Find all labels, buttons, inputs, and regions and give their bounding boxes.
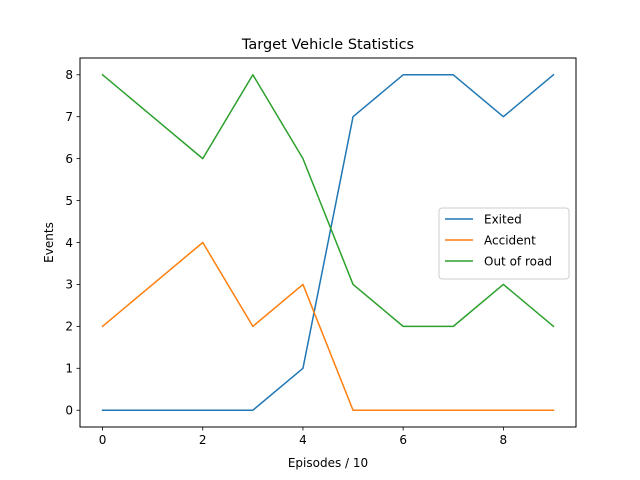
- legend-label-exited: Exited: [484, 212, 522, 226]
- y-tick-label: 5: [65, 194, 73, 208]
- x-axis-label: Episodes / 10: [288, 456, 368, 470]
- y-tick-label: 2: [65, 320, 73, 334]
- x-tick-label: 4: [299, 433, 307, 447]
- series-line-out-of-road: [101, 73, 555, 328]
- y-tick-label: 4: [65, 236, 73, 250]
- x-tick-label: 2: [199, 433, 207, 447]
- legend-label-accident: Accident: [484, 233, 536, 247]
- series-line-exited: [101, 73, 555, 411]
- chart-title: Target Vehicle Statistics: [241, 37, 414, 53]
- plot-lines: [101, 73, 555, 411]
- legend-label-out-of-road: Out of road: [484, 254, 552, 268]
- y-axis-ticks: 0 1 2 3 4 5 6 7 8: [65, 68, 80, 418]
- y-tick-label: 0: [65, 404, 73, 418]
- y-axis-label: Events: [42, 222, 56, 263]
- legend: Exited Accident Out of road: [438, 207, 570, 280]
- x-tick-label: 8: [500, 433, 508, 447]
- x-axis-ticks: 0 2 4 6 8: [99, 427, 507, 447]
- series-line-accident: [101, 241, 555, 411]
- y-tick-label: 6: [65, 152, 73, 166]
- y-tick-label: 8: [65, 68, 73, 82]
- y-tick-label: 7: [65, 110, 73, 124]
- y-tick-label: 3: [65, 278, 73, 292]
- x-tick-label: 0: [99, 433, 107, 447]
- y-tick-label: 1: [65, 362, 73, 376]
- x-tick-label: 6: [399, 433, 407, 447]
